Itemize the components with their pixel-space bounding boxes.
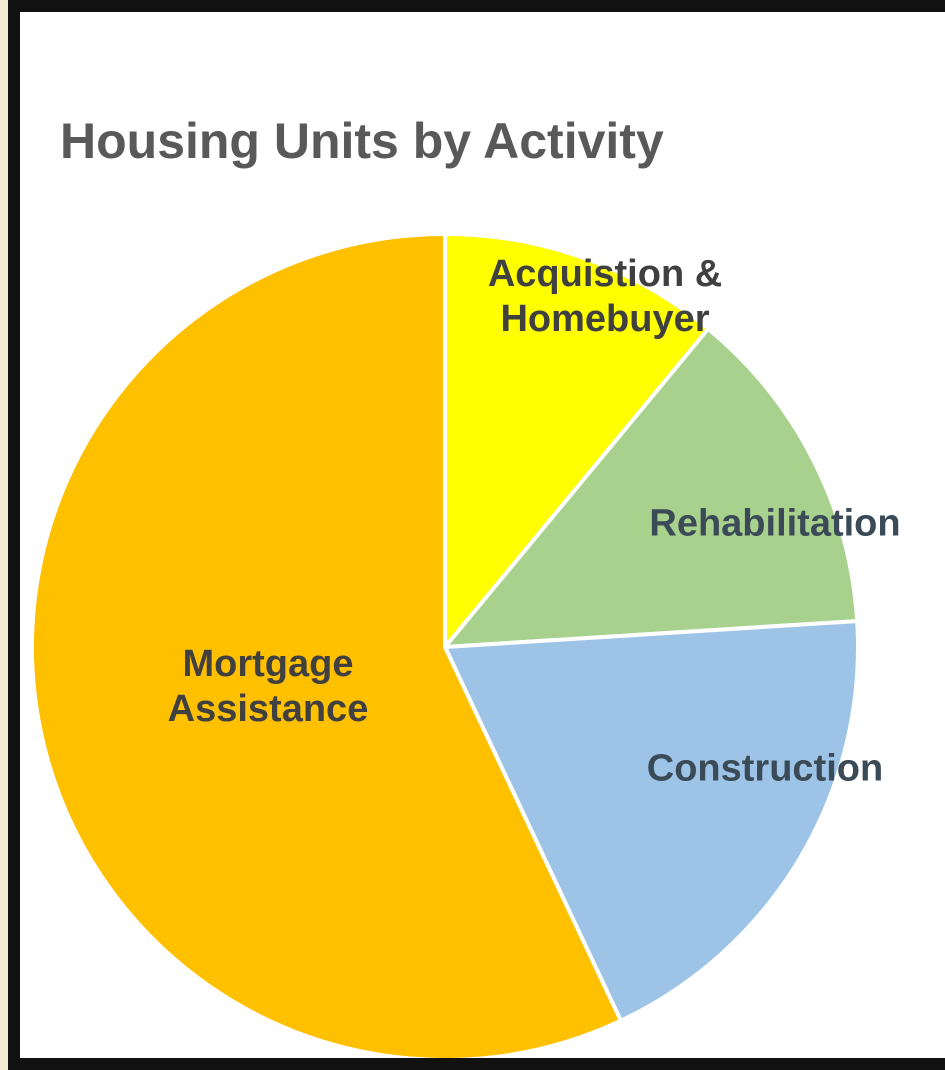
pie-slice [30,231,624,1058]
pie-slice [441,618,860,1024]
pie-slice [440,325,860,650]
chart-frame: Housing Units by Activity Acquistion & H… [8,0,945,1070]
slice-label: Construction [646,747,884,790]
chart-title: Housing Units by Activity [60,113,664,169]
chart [30,231,860,1058]
slice-label: Rehabilitation [649,502,901,545]
slice-label: Acquistion & Homebuyer [487,253,723,340]
pie-slice [443,231,712,653]
slice-label: Mortgage Assistance [167,643,369,730]
